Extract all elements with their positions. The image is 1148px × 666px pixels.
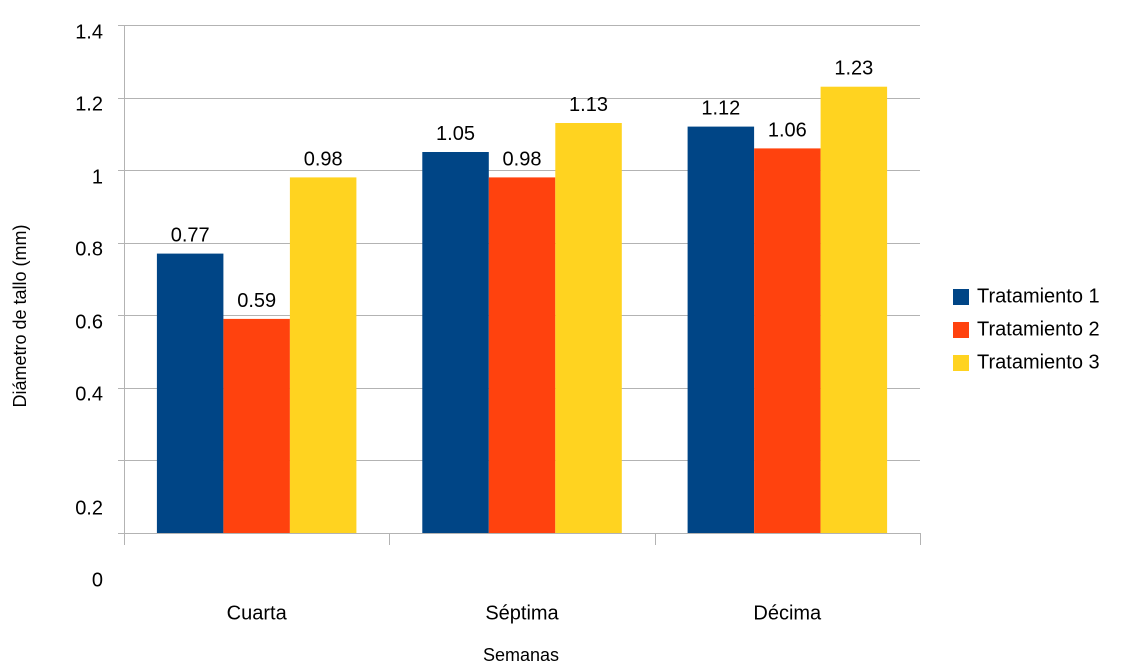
bar-tratamiento-1-cuarta <box>156 253 224 533</box>
y-tick-label: 1.4 <box>75 21 103 43</box>
legend-label: Tratamiento 1 <box>977 285 1100 307</box>
y-tick-label: 1 <box>92 166 103 188</box>
y-tick-label: 0.8 <box>75 238 103 260</box>
data-label: 0.98 <box>304 148 343 170</box>
bar-tratamiento-1-séptima <box>422 152 489 533</box>
data-label: 1.13 <box>569 94 608 116</box>
y-tick-label: 0.4 <box>75 383 103 405</box>
legend-label: Tratamiento 2 <box>977 318 1100 340</box>
y-tick-label: 0.6 <box>75 311 103 333</box>
data-label: 1.06 <box>768 119 807 141</box>
axes <box>118 25 921 545</box>
x-axis-title: Semanas <box>483 645 559 665</box>
bars <box>156 86 888 533</box>
legend-label: Tratamiento 3 <box>977 351 1100 373</box>
data-label: 1.12 <box>701 98 740 120</box>
y-tick-label: 1.2 <box>75 93 103 115</box>
x-category-label: Décima <box>753 602 822 624</box>
bar-tratamiento-2-décima <box>754 148 821 533</box>
data-label: 0.98 <box>503 148 542 170</box>
legend-swatch <box>953 289 969 305</box>
y-axis-title: Diámetro de tallo (mm) <box>10 224 30 407</box>
x-tick-labels: Cuarta Séptima Décima <box>227 602 822 624</box>
bar-tratamiento-3-cuarta <box>289 177 357 533</box>
y-tick-labels: 1.4 1.2 1 0.8 0.6 0.4 0.2 0 <box>75 21 103 591</box>
x-category-label: Séptima <box>485 602 559 624</box>
data-labels: 0.77 0.59 0.98 1.05 0.98 1.13 1.12 1.06 1.23 <box>171 58 874 312</box>
data-label: 0.77 <box>171 225 210 247</box>
legend-swatch <box>953 322 969 338</box>
data-label: 1.23 <box>834 58 873 80</box>
y-tick-label: 0.2 <box>75 497 103 519</box>
legend-swatch <box>953 355 969 371</box>
bar-tratamiento-1-décima <box>687 126 755 533</box>
bar-tratamiento-2-séptima <box>488 177 556 533</box>
legend: Tratamiento 1 Tratamiento 2 Tratamiento 3 <box>953 285 1100 373</box>
bar-tratamiento-2-cuarta <box>223 318 290 533</box>
x-category-label: Cuarta <box>227 602 288 624</box>
data-label: 1.05 <box>436 123 475 145</box>
bar-tratamiento-3-décima <box>820 86 888 533</box>
y-tick-label: 0 <box>92 569 103 591</box>
bar-tratamiento-3-séptima <box>555 123 622 533</box>
data-label: 0.59 <box>237 290 276 312</box>
